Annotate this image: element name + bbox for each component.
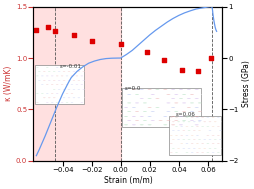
Point [144, 50, 148, 53]
Circle shape [147, 107, 151, 108]
Point [118, 42, 122, 45]
Circle shape [155, 107, 159, 108]
Circle shape [178, 98, 182, 99]
Circle shape [170, 107, 174, 108]
Circle shape [124, 107, 128, 108]
Point [34, 29, 38, 32]
Y-axis label: Stress (GPa): Stress (GPa) [241, 60, 250, 107]
Circle shape [139, 98, 143, 99]
Circle shape [186, 98, 190, 99]
Circle shape [142, 120, 146, 121]
Circle shape [124, 98, 128, 99]
Text: ε=0.0: ε=0.0 [124, 86, 141, 91]
Circle shape [174, 120, 178, 121]
Circle shape [131, 107, 135, 108]
X-axis label: Strain (m/m): Strain (m/m) [103, 176, 152, 185]
Bar [168, 116, 220, 155]
Circle shape [166, 120, 170, 121]
Circle shape [127, 120, 131, 121]
Point [179, 69, 183, 72]
Point [72, 34, 76, 37]
Circle shape [170, 98, 174, 99]
Text: ε=0.06: ε=0.06 [175, 112, 195, 117]
Circle shape [194, 98, 198, 99]
Circle shape [163, 98, 167, 99]
Circle shape [155, 98, 159, 99]
Circle shape [131, 98, 135, 99]
Circle shape [197, 120, 201, 121]
Circle shape [135, 120, 138, 121]
Point [89, 39, 93, 42]
Text: ε=-0.01: ε=-0.01 [59, 64, 81, 69]
Circle shape [189, 120, 193, 121]
Circle shape [150, 120, 154, 121]
Bar [35, 65, 84, 104]
Circle shape [194, 107, 198, 108]
Circle shape [181, 120, 185, 121]
Point [53, 30, 57, 33]
Bar [33, 7, 120, 161]
Circle shape [158, 120, 162, 121]
Point [208, 57, 212, 60]
Circle shape [163, 107, 167, 108]
Circle shape [147, 98, 151, 99]
Circle shape [139, 107, 143, 108]
Point [46, 26, 50, 29]
Circle shape [178, 107, 182, 108]
Point [162, 59, 166, 62]
Circle shape [186, 107, 190, 108]
Bar [122, 88, 200, 127]
Y-axis label: κ (W/mK): κ (W/mK) [4, 66, 13, 101]
Point [195, 70, 199, 73]
